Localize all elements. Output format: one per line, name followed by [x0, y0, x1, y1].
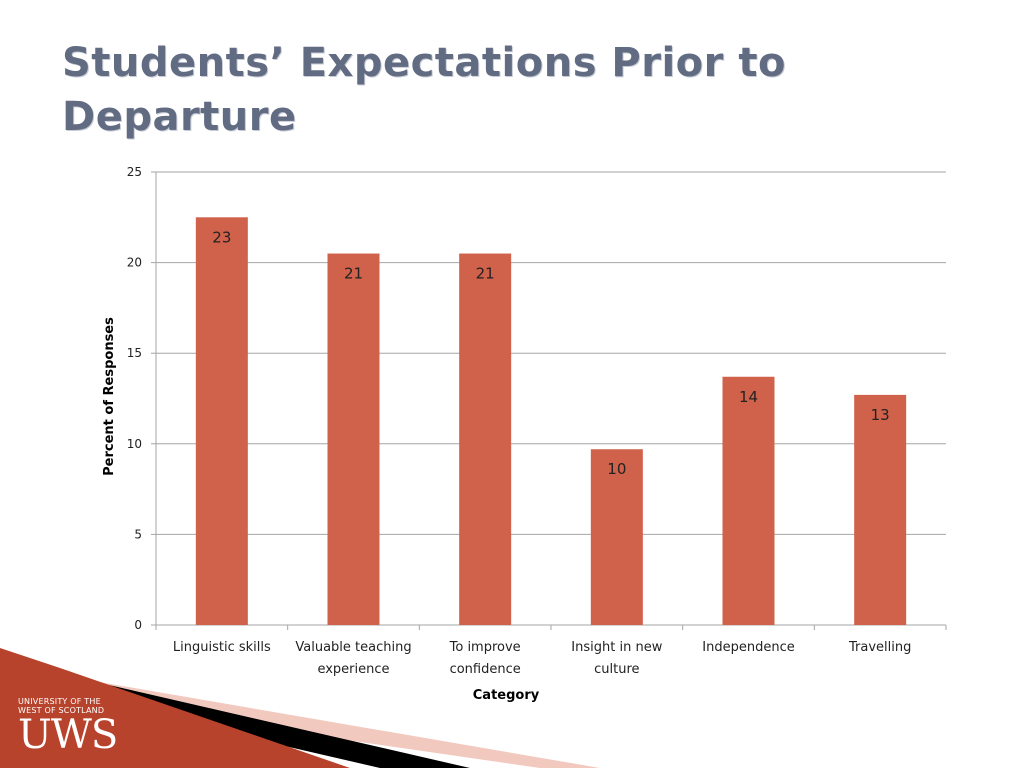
x-tick-label: To improve confidence	[449, 640, 521, 677]
x-tick-label: Linguistic skills	[173, 640, 271, 655]
logo-mark: UWS	[18, 712, 118, 758]
y-tick-label: 25	[127, 165, 142, 179]
x-axis-title: Category	[473, 688, 540, 703]
y-tick-label: 10	[127, 437, 142, 451]
data-label: 13	[871, 406, 890, 424]
decor-black-swoosh	[0, 660, 470, 768]
bar	[327, 253, 380, 626]
bar	[590, 449, 643, 625]
y-tick-label: 5	[134, 527, 142, 541]
bar	[722, 376, 775, 625]
data-label: 23	[212, 228, 231, 246]
y-tick-label: 15	[127, 346, 142, 360]
logo-line-1: University of the	[18, 697, 101, 706]
y-tick-label: 0	[134, 618, 142, 632]
bar	[459, 253, 512, 626]
x-tick-label: Independence	[702, 640, 794, 655]
decor-pink-swoosh	[0, 665, 600, 768]
x-tick-label: Travelling	[848, 640, 911, 655]
x-tick-label: Insight in new culture	[571, 640, 662, 677]
slide-title: Students’ Expectations Prior to Departur…	[62, 40, 786, 140]
data-label: 14	[739, 388, 758, 406]
y-axis-title: Percent of Responses	[102, 317, 117, 476]
decor-red-swoosh	[0, 648, 350, 768]
data-label: 21	[476, 265, 495, 283]
data-label: 10	[607, 460, 626, 478]
data-label: 21	[344, 265, 363, 283]
x-tick-label: Valuable teaching experience	[295, 640, 411, 677]
y-tick-label: 20	[127, 256, 142, 270]
bar	[854, 394, 907, 625]
bar	[195, 217, 248, 626]
uws-logo: University of the West of Scotland UWS	[18, 697, 118, 759]
logo-line-2: West of Scotland	[18, 706, 105, 715]
